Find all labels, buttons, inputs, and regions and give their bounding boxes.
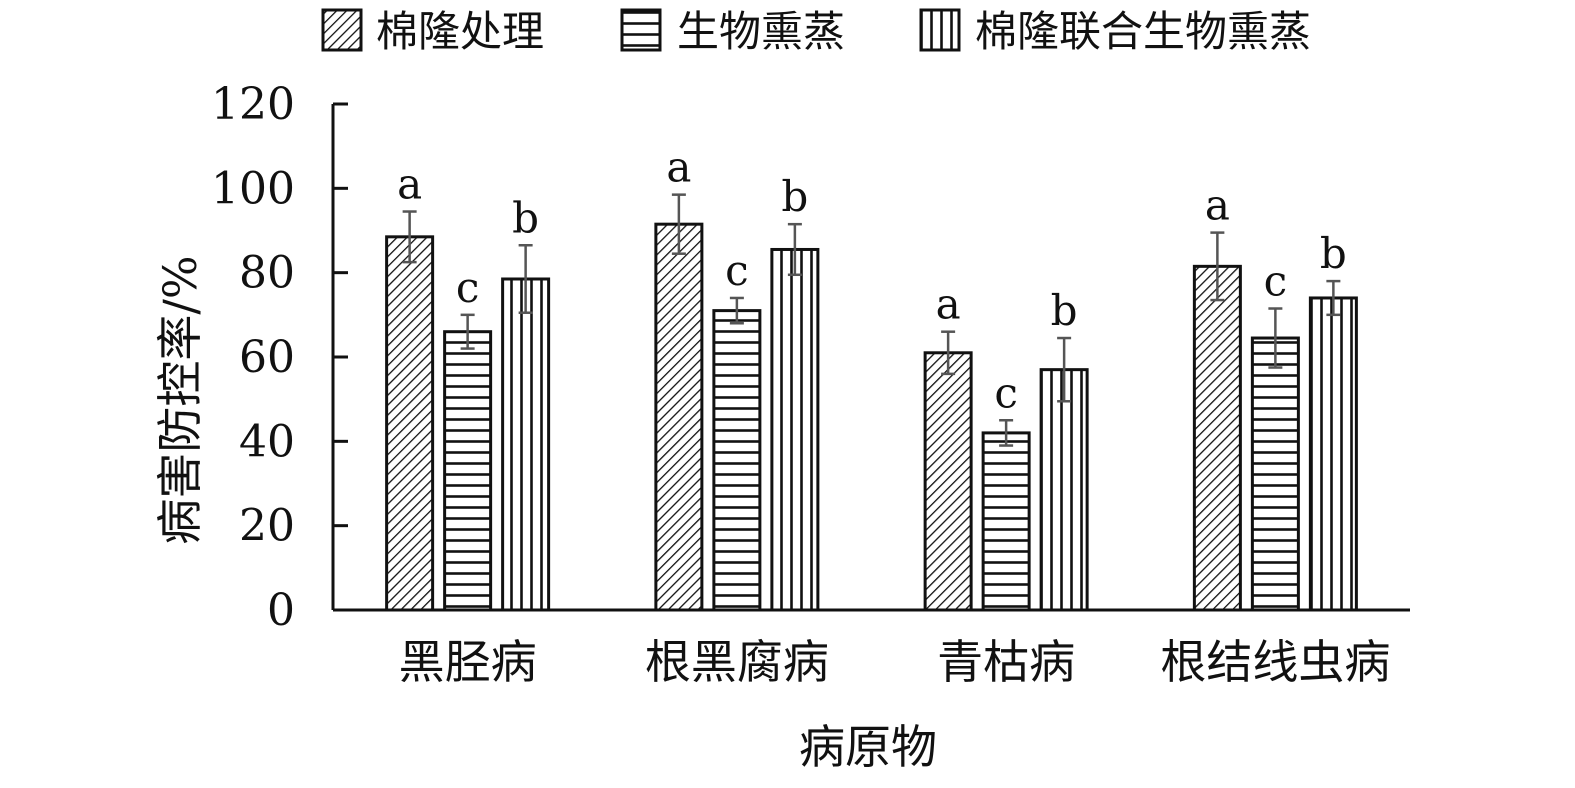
significance-label: c <box>994 368 1018 417</box>
significance-label: a <box>397 160 422 209</box>
y-tick-label: 80 <box>239 248 295 299</box>
legend-swatch-horizontal-lines <box>620 8 662 52</box>
significance-label: b <box>512 193 539 242</box>
legend-item: 棉隆处理 <box>321 7 544 56</box>
x-tick-label: 根黑腐病 <box>645 635 829 689</box>
significance-label: c <box>456 263 480 312</box>
legend-swatch-diagonal-hatch <box>321 8 363 52</box>
x-tick-label: 根结线虫病 <box>1160 635 1390 689</box>
significance-label: a <box>1205 181 1230 230</box>
bar-vertical-lines <box>501 277 551 612</box>
significance-label: a <box>666 143 691 192</box>
y-tick-label: 120 <box>211 79 295 130</box>
bar-diagonal-hatch <box>385 235 435 612</box>
bar-vertical-lines <box>1308 296 1358 612</box>
bar-vertical-lines <box>770 247 820 612</box>
bar-diagonal-hatch <box>923 351 973 612</box>
bar-diagonal-hatch <box>654 222 704 612</box>
legend: 棉隆处理 生物熏蒸 棉隆联合生物熏蒸 <box>321 7 1311 56</box>
y-tick-label: 100 <box>211 163 295 214</box>
significance-label: b <box>781 172 808 221</box>
significance-label: b <box>1320 229 1347 278</box>
legend-label: 生物熏蒸 <box>677 7 845 56</box>
legend-item: 生物熏蒸 <box>620 7 845 56</box>
bar-horizontal-lines <box>981 431 1031 612</box>
legend-label: 棉隆联合生物熏蒸 <box>975 7 1311 56</box>
bar-horizontal-lines <box>712 309 762 612</box>
significance-label: b <box>1051 286 1078 335</box>
y-tick-label: 20 <box>239 501 295 552</box>
y-axis-title: 病害防控率/% <box>153 255 207 544</box>
legend-swatch-vertical-lines <box>919 8 961 52</box>
y-axis: 0 20 40 60 80 100 120 <box>211 79 348 636</box>
y-tick-label: 0 <box>267 585 295 636</box>
y-tick-label: 40 <box>239 416 295 467</box>
bar-vertical-lines <box>1039 368 1089 612</box>
legend-item: 棉隆联合生物熏蒸 <box>919 7 1311 56</box>
x-tick-label: 黑胫病 <box>399 635 537 689</box>
bar-horizontal-lines <box>443 330 493 612</box>
significance-label: c <box>1264 257 1288 306</box>
legend-label: 棉隆处理 <box>376 7 544 56</box>
x-axis: 黑胫病 根黑腐病 青枯病 根结线虫病 <box>333 608 1410 689</box>
bar-horizontal-lines <box>1250 336 1300 612</box>
y-tick-label: 60 <box>239 332 295 383</box>
significance-label: c <box>725 246 749 295</box>
x-axis-title: 病原物 <box>799 720 937 774</box>
x-tick-label: 青枯病 <box>937 635 1075 689</box>
bar-diagonal-hatch <box>1192 264 1242 612</box>
significance-label: a <box>936 280 961 329</box>
